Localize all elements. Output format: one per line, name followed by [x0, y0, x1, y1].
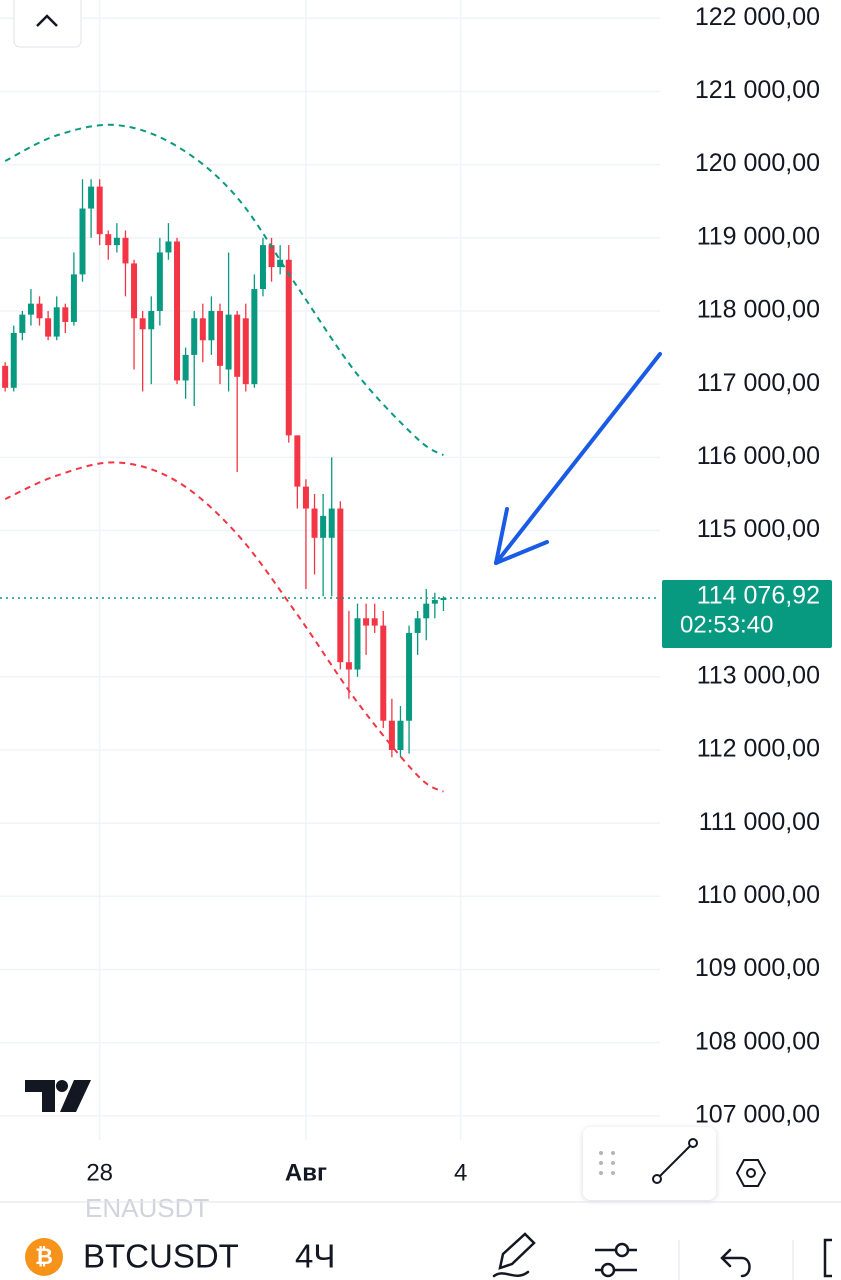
candle-body: [371, 618, 378, 626]
candle-body: [320, 515, 327, 538]
symbol[interactable]: BTCUSDT: [83, 1238, 239, 1275]
candle-body: [148, 310, 155, 330]
drawing-toolbar: [583, 1127, 716, 1200]
grid: [0, 0, 660, 1140]
y-tick-label: 118 000,00: [697, 296, 820, 324]
plot: [2, 123, 447, 793]
y-tick-label: 108 000,00: [695, 1027, 820, 1055]
drag-handle[interactable]: [599, 1151, 615, 1175]
y-tick-label: 116 000,00: [697, 442, 820, 470]
x-tick-label: 4: [454, 1159, 467, 1186]
collapse-button[interactable]: [13, 0, 82, 48]
candle-body: [234, 314, 241, 377]
candle-body: [174, 241, 181, 381]
y-tick-label: 117 000,00: [697, 369, 820, 397]
y-tick-label: 107 000,00: [695, 1100, 820, 1128]
candle-body: [19, 314, 26, 333]
undo-button[interactable]: [720, 1248, 751, 1278]
settings-tool[interactable]: [735, 1159, 767, 1187]
y-tick-label: 109 000,00: [695, 954, 820, 982]
y-tick-label: 111 000,00: [699, 808, 820, 836]
y-tick-label: 119 000,00: [697, 222, 820, 250]
candle-body: [328, 508, 335, 538]
y-tick-label: 120 000,00: [695, 149, 820, 177]
candle-body: [337, 508, 344, 663]
candle-body: [96, 186, 103, 235]
candle-body: [345, 662, 352, 670]
candle-body: [440, 598, 447, 600]
candle-body: [122, 237, 129, 264]
y-tick-label: 115 000,00: [697, 515, 820, 543]
candle-body: [10, 332, 17, 388]
draw-button[interactable]: [492, 1232, 536, 1278]
candle-body: [380, 625, 387, 721]
bottom-bar: [0, 1222, 841, 1280]
candle-body: [27, 303, 34, 315]
candle-body: [156, 252, 163, 311]
x-tick-label: 28: [86, 1159, 113, 1186]
candle-body: [199, 318, 206, 341]
candle-body: [113, 237, 120, 246]
y-tick-label: 112 000,00: [697, 735, 820, 763]
candle-body: [139, 318, 146, 330]
candle-body: [277, 259, 284, 268]
candle-body: [208, 310, 215, 341]
candle-body: [88, 186, 95, 209]
candle-body: [414, 618, 421, 633]
candle-body: [302, 486, 309, 509]
coin-glyph: ₿: [35, 1244, 53, 1269]
candle-body: [406, 632, 413, 721]
candle-body: [36, 303, 43, 319]
candle-body: [105, 234, 112, 246]
candle-body: [431, 600, 438, 604]
candle-body: [70, 274, 77, 322]
band-line: [4, 461, 444, 793]
fullscreen-button[interactable]: [823, 1238, 832, 1278]
candle-body: [285, 259, 292, 436]
interval[interactable]: 4Ч: [295, 1238, 335, 1275]
trend-line-tool[interactable]: [652, 1138, 698, 1184]
indicators-button[interactable]: [595, 1242, 637, 1278]
candle-body: [423, 603, 430, 619]
y-tick-label: 113 000,00: [697, 661, 820, 689]
last-price-label: 114 076,92: [697, 582, 820, 610]
candle-body: [62, 307, 69, 322]
coin-icon: [25, 1238, 63, 1276]
other-symbol[interactable]: ENAUSDT: [85, 1193, 209, 1223]
candle-body: [242, 318, 249, 385]
candle-body: [2, 365, 9, 388]
last-price-box: [662, 580, 832, 649]
candle-body: [311, 508, 318, 538]
y-tick-label: 122 000,00: [695, 3, 820, 31]
candle-body: [388, 720, 395, 750]
arrow-drawing: [494, 352, 662, 565]
y-tick-label: 121 000,00: [695, 76, 820, 104]
candle-body: [259, 245, 266, 290]
x-tick-label: Авг: [285, 1159, 327, 1186]
candle-body: [354, 618, 361, 670]
candle-body: [79, 208, 86, 275]
candle-body: [251, 289, 258, 385]
logo: [25, 1080, 91, 1112]
candle-body: [217, 310, 223, 366]
candle-body: [268, 245, 275, 268]
candle-body: [131, 263, 138, 319]
candle-body: [53, 307, 60, 337]
price-axis: 122 000,00 121 000,00 120 000,00 119 000,00…: [86, 3, 820, 1186]
candle-body: [397, 720, 404, 750]
candle-body: [45, 318, 52, 337]
candle-body: [182, 354, 189, 381]
countdown: 02:53:40: [680, 611, 773, 638]
band-line: [4, 123, 444, 457]
candle-body: [225, 314, 232, 370]
candle-body: [191, 318, 198, 355]
chevron-icon: [36, 14, 58, 27]
candle-body: [165, 241, 172, 253]
candle-body: [294, 435, 301, 487]
y-tick-label: 110 000,00: [697, 881, 820, 909]
candle-body: [363, 618, 370, 626]
